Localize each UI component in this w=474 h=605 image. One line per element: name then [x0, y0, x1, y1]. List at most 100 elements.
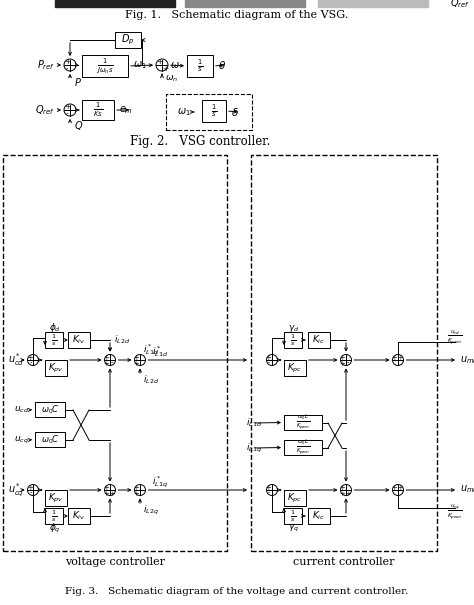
Text: $i_{L2d}$: $i_{L2d}$ — [143, 374, 159, 386]
FancyBboxPatch shape — [82, 55, 128, 77]
Text: $K_{ic}$: $K_{ic}$ — [312, 510, 326, 522]
Text: +: + — [27, 353, 33, 362]
Text: $\frac{1}{s}$: $\frac{1}{s}$ — [290, 332, 296, 348]
Text: $\frac{u_{cd}}{K_{pwm}}$: $\frac{u_{cd}}{K_{pwm}}$ — [447, 329, 463, 347]
Text: +: + — [397, 483, 403, 491]
Text: +: + — [345, 489, 351, 497]
Text: $K_{iv}$: $K_{iv}$ — [72, 510, 86, 522]
FancyBboxPatch shape — [45, 332, 63, 348]
FancyBboxPatch shape — [35, 402, 65, 417]
Text: $\omega_1$: $\omega_1$ — [177, 106, 191, 118]
Bar — [185, 0, 305, 7]
Text: +: + — [162, 65, 168, 73]
Text: -: - — [66, 110, 68, 118]
Text: $P_{ref}$: $P_{ref}$ — [37, 58, 55, 72]
Text: Fig. 2.   VSG controller.: Fig. 2. VSG controller. — [130, 136, 270, 148]
Text: $\phi_q$: $\phi_q$ — [49, 522, 61, 535]
Text: -: - — [268, 359, 270, 367]
Text: +: + — [103, 483, 109, 491]
Text: -: - — [268, 489, 270, 497]
FancyBboxPatch shape — [82, 100, 114, 120]
FancyBboxPatch shape — [251, 155, 437, 551]
Text: +: + — [265, 353, 271, 362]
Text: $i_{L2d}$: $i_{L2d}$ — [114, 334, 130, 346]
Text: $\gamma_q$: $\gamma_q$ — [289, 523, 300, 534]
Text: +: + — [133, 353, 139, 362]
FancyBboxPatch shape — [284, 360, 306, 376]
FancyBboxPatch shape — [3, 155, 227, 551]
Text: $i_{L1d}^*$: $i_{L1d}^*$ — [143, 342, 159, 358]
Text: $\frac{\omega_0 L}{K_{pwm}}$: $\frac{\omega_0 L}{K_{pwm}}$ — [296, 438, 310, 457]
Text: $\omega_n$: $\omega_n$ — [165, 74, 178, 84]
FancyBboxPatch shape — [45, 360, 67, 376]
Text: $K_{pv}$: $K_{pv}$ — [48, 361, 64, 374]
Text: $K_{iv}$: $K_{iv}$ — [72, 334, 86, 346]
Text: $u_{cq}^*$: $u_{cq}^*$ — [8, 482, 24, 499]
Text: $\omega_0 C$: $\omega_0 C$ — [41, 404, 59, 416]
FancyBboxPatch shape — [68, 332, 90, 348]
Text: $\phi_d$: $\phi_d$ — [49, 321, 61, 335]
FancyBboxPatch shape — [166, 94, 252, 130]
Text: $\omega$: $\omega$ — [170, 60, 180, 70]
Text: $K_{pc}$: $K_{pc}$ — [287, 361, 303, 374]
Text: $\frac{1}{s}$: $\frac{1}{s}$ — [51, 508, 57, 523]
FancyBboxPatch shape — [68, 508, 90, 524]
FancyBboxPatch shape — [284, 415, 322, 430]
Text: $i_{L1q}^*$: $i_{L1q}^*$ — [152, 474, 168, 490]
Text: $Q$: $Q$ — [74, 120, 83, 132]
FancyBboxPatch shape — [202, 100, 226, 122]
Text: $\frac{u_{cq}}{K_{pwm}}$: $\frac{u_{cq}}{K_{pwm}}$ — [447, 502, 463, 522]
Text: $P$: $P$ — [74, 76, 82, 88]
FancyBboxPatch shape — [45, 508, 63, 524]
Text: -: - — [347, 359, 349, 367]
Text: $D_p$: $D_p$ — [121, 33, 135, 47]
Text: +: + — [27, 483, 33, 491]
Text: $\frac{1}{J\omega_n s}$: $\frac{1}{J\omega_n s}$ — [96, 56, 114, 76]
Text: $\gamma_d$: $\gamma_d$ — [288, 322, 300, 333]
Text: -: - — [66, 65, 68, 73]
Text: $Q_{ref}$: $Q_{ref}$ — [35, 103, 55, 117]
Text: $u_{cd}$: $u_{cd}$ — [14, 405, 29, 415]
Text: $\frac{1}{s}$: $\frac{1}{s}$ — [211, 103, 217, 119]
FancyBboxPatch shape — [45, 490, 67, 506]
Text: +: + — [265, 483, 271, 491]
Text: +: + — [391, 353, 397, 362]
Text: +: + — [64, 58, 70, 66]
Text: $i_{L1q}$: $i_{L1q}$ — [246, 442, 262, 454]
Text: Fig. 1.   Schematic diagram of the VSG.: Fig. 1. Schematic diagram of the VSG. — [126, 10, 348, 20]
Text: +: + — [133, 359, 139, 367]
Text: $u_{cq}$: $u_{cq}$ — [14, 434, 29, 445]
Text: $i_{L2q}$: $i_{L2q}$ — [143, 503, 159, 517]
Text: $Q_{ref}$: $Q_{ref}$ — [450, 0, 470, 10]
Text: voltage controller: voltage controller — [65, 557, 165, 567]
Text: $K_{ic}$: $K_{ic}$ — [312, 334, 326, 346]
Text: $\frac{\omega_0 L}{K_{pwm}}$: $\frac{\omega_0 L}{K_{pwm}}$ — [296, 413, 310, 432]
Text: $u_{cd}^*$: $u_{cd}^*$ — [8, 352, 24, 368]
Text: +: + — [339, 489, 345, 497]
Text: $u_{mq}$: $u_{mq}$ — [460, 484, 474, 496]
Text: $\frac{1}{Ks}$: $\frac{1}{Ks}$ — [93, 101, 103, 119]
Text: $K_{pc}$: $K_{pc}$ — [287, 491, 303, 505]
FancyBboxPatch shape — [187, 55, 213, 77]
Text: +: + — [133, 483, 139, 491]
Text: current controller: current controller — [293, 557, 395, 567]
Text: $\omega_1$: $\omega_1$ — [133, 59, 147, 71]
Text: $\frac{1}{s}$: $\frac{1}{s}$ — [290, 508, 296, 523]
Text: $K_{pv}$: $K_{pv}$ — [48, 491, 64, 505]
Text: +: + — [103, 353, 109, 362]
Text: $\delta$: $\delta$ — [231, 106, 239, 118]
FancyBboxPatch shape — [284, 332, 302, 348]
Text: $\frac{1}{s}$: $\frac{1}{s}$ — [51, 332, 57, 348]
Text: -: - — [30, 359, 32, 367]
Bar — [318, 0, 428, 7]
Text: +: + — [103, 359, 109, 367]
Text: +: + — [64, 103, 70, 111]
Text: +: + — [391, 483, 397, 491]
Text: +: + — [339, 483, 345, 491]
Text: $i_{L1d}^*$: $i_{L1d}^*$ — [152, 344, 168, 359]
Text: $e_m$: $e_m$ — [119, 104, 133, 116]
FancyBboxPatch shape — [308, 332, 330, 348]
Text: -: - — [30, 489, 32, 497]
Bar — [55, 0, 175, 7]
FancyBboxPatch shape — [284, 490, 306, 506]
